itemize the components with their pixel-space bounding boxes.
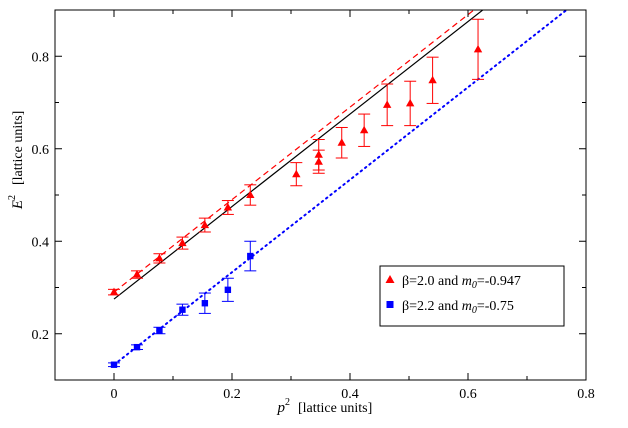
y-tick-label: 0.6 [32, 143, 50, 158]
data-point-square [247, 252, 254, 260]
data-point-triangle [359, 125, 369, 134]
legend-label-beta-2.0: β=2.0 and m0=-0.947 [402, 274, 521, 291]
y-axis-label-group: E2 [lattice units] [7, 111, 26, 210]
x-tick-label: 0.8 [577, 387, 595, 402]
y-axis-units: [lattice units] [11, 111, 26, 185]
x-tick-label: 0.4 [341, 387, 359, 402]
x-tick-label: 0.2 [223, 387, 241, 402]
y-axis-label: E2 [7, 195, 26, 210]
data-point-square [201, 300, 209, 307]
data-point-triangle [246, 190, 255, 198]
data-point-triangle [109, 287, 119, 296]
data-point-triangle [473, 44, 483, 53]
series-layer [108, 18, 485, 368]
data-point-triangle [428, 75, 437, 84]
data-point-triangle [132, 270, 142, 278]
data-point-square [110, 361, 118, 368]
fit-dotted-blue [113, 10, 569, 366]
data-point-triangle [405, 98, 415, 107]
data-point-square [133, 343, 141, 351]
x-tick-label: 0.6 [459, 387, 477, 402]
y-tick-label: 0.8 [32, 50, 50, 65]
series-beta-2.0 [108, 18, 485, 296]
fit-dashed-red [113, 10, 475, 293]
series-beta-2.2 [108, 240, 257, 368]
x-axis-label: p2 [277, 397, 291, 416]
x-tick-label: 0 [111, 387, 118, 402]
data-point-triangle [155, 253, 164, 262]
legend-marker-triangle [385, 275, 395, 283]
legend-label-beta-2.2: β=2.2 and m0=-0.75 [402, 299, 514, 316]
data-point-triangle [200, 220, 210, 229]
x-axis-units: [lattice units] [298, 401, 372, 416]
fit-solid-black [113, 10, 484, 300]
fit-lines [113, 10, 569, 366]
y-tick-label: 0.4 [32, 235, 50, 250]
data-point-triangle [337, 138, 346, 146]
axis-layer: 0 0.2 0.4 0.6 0.8 0.2 0.4 0.6 0.8 [32, 9, 595, 402]
legend-marker-square [386, 301, 394, 308]
data-point-triangle [178, 238, 187, 247]
legend: β=2.0 and m0=-0.947 β=2.2 and m0=-0.75 [379, 265, 565, 327]
data-point-triangle [314, 150, 323, 158]
data-point-triangle [292, 169, 301, 178]
data-point-triangle [223, 202, 233, 211]
data-point-triangle [382, 100, 392, 108]
data-point-square [156, 327, 163, 334]
y-tick-label: 0.2 [32, 328, 50, 343]
data-point-square [179, 306, 186, 313]
data-point-square [224, 286, 232, 294]
legend-box [379, 265, 565, 327]
